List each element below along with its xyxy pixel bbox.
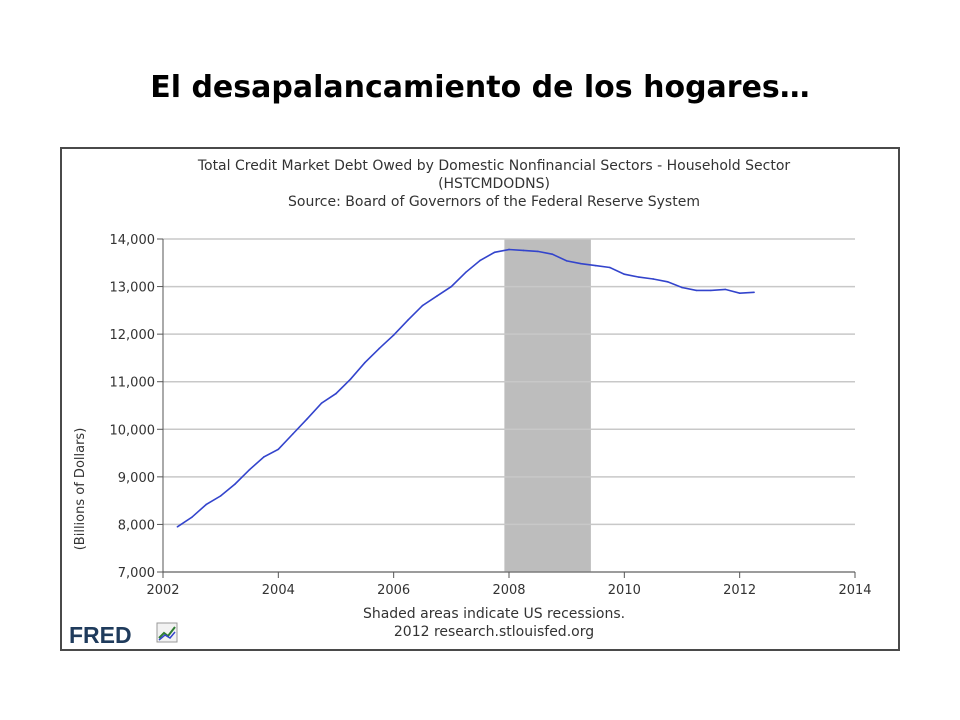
data-point (349, 378, 352, 381)
recession-shading (504, 239, 591, 572)
data-point (493, 251, 496, 254)
y-tick-label: 11,000 (110, 376, 156, 391)
data-point (681, 286, 683, 289)
data-point (450, 285, 453, 288)
x-tick-label: 2010 (608, 583, 641, 598)
data-point (436, 295, 438, 297)
fred-logo-chart-icon (156, 622, 178, 643)
data-point (580, 262, 582, 265)
line-chart: Total Credit Market Debt Owed by Domesti… (69, 158, 872, 648)
data-point (378, 347, 381, 350)
y-tick-label: 13,000 (110, 281, 156, 296)
x-tick-label: 2008 (492, 583, 525, 598)
x-tick-label: 2012 (723, 583, 756, 598)
data-point (594, 264, 597, 267)
data-point (219, 495, 222, 497)
y-tick-label: 7,000 (118, 566, 155, 581)
data-point (652, 278, 654, 280)
data-point (176, 526, 179, 528)
recession-note: Shaded areas indicate US recessions. (363, 606, 625, 622)
data-point (320, 402, 323, 404)
data-point (263, 456, 265, 458)
data-point (724, 288, 727, 291)
y-tick-label: 9,000 (118, 471, 155, 486)
data-point (364, 361, 366, 364)
x-tick-label: 2004 (262, 583, 295, 598)
data-point (306, 418, 308, 420)
data-point (738, 292, 741, 295)
data-point (753, 291, 755, 294)
x-tick-label: 2002 (146, 583, 179, 598)
y-axis-label: (Billions of Dollars) (73, 428, 88, 551)
data-point (666, 281, 669, 283)
fred-logo-text: FRED (69, 622, 132, 648)
data-point (277, 448, 280, 451)
data-point (191, 516, 193, 519)
chart-source: Source: Board of Governors of the Federa… (288, 194, 700, 210)
data-point (479, 259, 481, 262)
y-tick-label: 14,000 (110, 233, 156, 248)
data-point (522, 249, 525, 252)
data-point (551, 253, 554, 256)
data-point (291, 433, 294, 435)
data-point (565, 260, 568, 262)
data-point (407, 319, 409, 321)
data-point (205, 503, 208, 506)
data-point (695, 289, 698, 292)
series-line (176, 248, 755, 528)
data-point (537, 250, 539, 253)
data-point (392, 334, 395, 336)
data-point (248, 468, 251, 471)
footer-credit: 2012 research.stlouisfed.org (394, 624, 594, 640)
data-point (623, 273, 626, 276)
fred-logo: FRED (69, 622, 178, 648)
data-point (609, 266, 611, 269)
data-point (421, 304, 424, 307)
x-tick-label: 2014 (838, 583, 871, 598)
y-tick-label: 12,000 (110, 328, 156, 343)
data-point (234, 483, 236, 485)
x-tick-label: 2006 (377, 583, 410, 598)
data-point (637, 276, 640, 278)
data-point (710, 289, 712, 292)
y-tick-label: 10,000 (110, 423, 156, 438)
data-point (508, 248, 510, 251)
chart-title: Total Credit Market Debt Owed by Domesti… (197, 158, 791, 174)
data-point (335, 392, 337, 395)
slide-title: El desapalancamiento de los hogares… (150, 70, 810, 105)
chart-series-id: (HSTCMDODNS) (438, 176, 550, 192)
data-point (464, 271, 467, 274)
chart-frame: Total Credit Market Debt Owed by Domesti… (60, 147, 900, 651)
y-tick-label: 8,000 (118, 518, 155, 533)
